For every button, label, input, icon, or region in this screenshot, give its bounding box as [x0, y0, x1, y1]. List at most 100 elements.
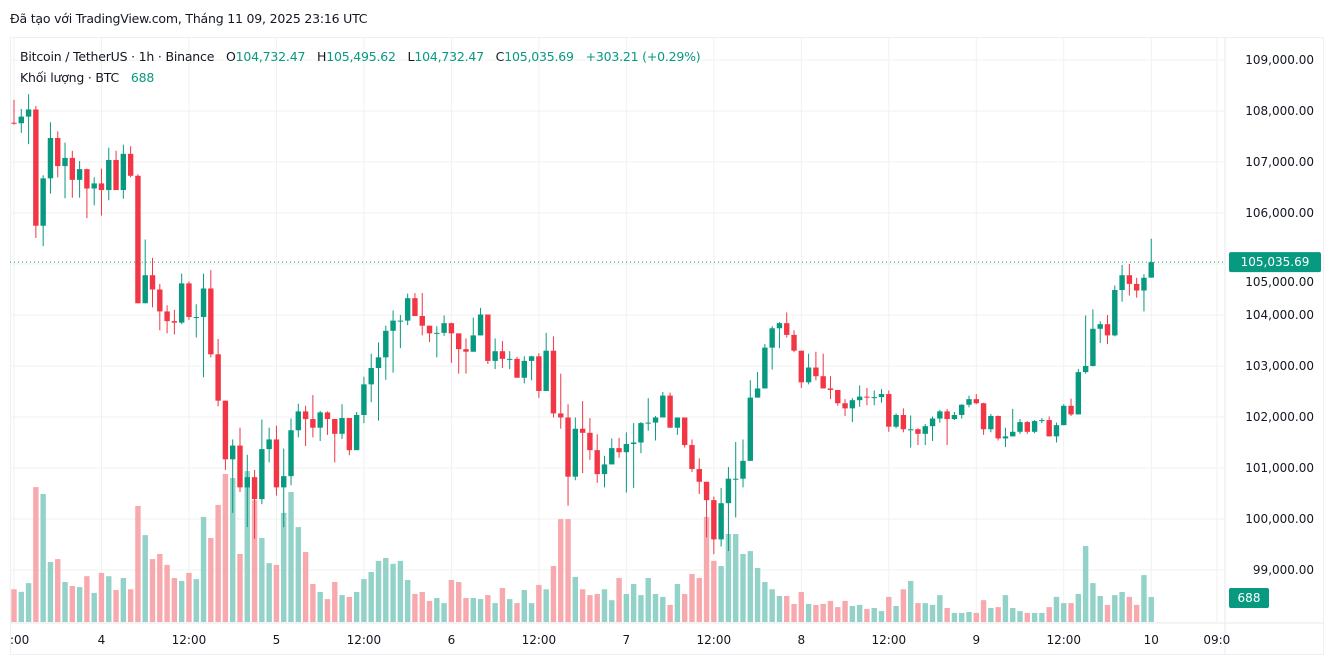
time-tick-label: 6: [448, 633, 456, 647]
volume-bar: [638, 595, 644, 622]
candle-body: [856, 396, 863, 401]
volume-label[interactable]: Khối lượng · BTC: [20, 70, 120, 85]
volume-bar: [332, 582, 338, 622]
candle-body: [579, 428, 586, 433]
volume-bar: [499, 588, 506, 622]
candle-body: [543, 350, 549, 391]
candle-body: [660, 395, 666, 418]
candle-body: [674, 417, 681, 428]
volume-bar: [302, 552, 309, 622]
volume-bar: [740, 554, 746, 622]
candle-body: [40, 178, 46, 226]
candle-body: [404, 298, 411, 321]
candle-body: [718, 503, 724, 540]
volume-bar: [390, 563, 396, 622]
volume-bar: [412, 594, 418, 622]
volume-bar: [784, 596, 790, 622]
volume-bar: [164, 564, 170, 622]
price-axis[interactable]: 109,000.00 108,000.00 107,000.00 106,000.00…: [1245, 53, 1314, 577]
candle-body: [747, 397, 753, 461]
volume-bar: [91, 592, 97, 622]
volume-bar: [550, 566, 557, 622]
volume-bar: [689, 574, 695, 622]
volume-bar: [980, 600, 987, 622]
volume-bar: [827, 600, 834, 622]
volume-bar: [113, 590, 119, 622]
volume-bar: [842, 600, 848, 622]
volume-bar: [215, 504, 221, 622]
candle-body: [849, 400, 856, 409]
volume-bar: [944, 608, 950, 622]
candle-body: [281, 476, 287, 488]
last-price-tag: 105,035.69: [1229, 252, 1321, 273]
candle-body: [820, 376, 826, 389]
candle-body: [623, 444, 630, 453]
time-tick-label: 12:00: [172, 633, 207, 647]
candle-body: [397, 320, 404, 322]
candle-body: [886, 394, 892, 427]
volume-bar: [200, 516, 207, 622]
candle-body: [208, 288, 214, 355]
candle-body: [922, 426, 928, 434]
price-tick-label: 101,000.00: [1245, 461, 1314, 475]
candle-body: [900, 414, 907, 430]
volume-bar: [1075, 594, 1082, 622]
close-value: 105,035.69: [504, 49, 574, 64]
volume-bar: [237, 554, 243, 622]
candle-body: [791, 334, 797, 351]
time-tick-label: 09:0: [1203, 633, 1230, 647]
time-axis[interactable]: :00 4 12:00 5 12:00 6 12:00 7 12:00 8 12:00 9 12:00 1…: [10, 633, 1230, 647]
candle-body: [681, 417, 688, 446]
candle-body: [142, 275, 148, 304]
volume-bar: [295, 527, 302, 622]
volume-bar: [281, 512, 287, 622]
volume-bar: [244, 471, 250, 622]
candle-body: [1068, 405, 1074, 415]
candle-body: [485, 314, 491, 361]
candle-body: [230, 445, 236, 460]
candle-body: [69, 157, 76, 180]
volume-bar: [230, 478, 236, 622]
volume-bar: [1017, 611, 1023, 622]
volume-bar: [1112, 595, 1118, 622]
chart-credit: Đã tạo với TradingView.com, Tháng 11 09,…: [10, 11, 368, 26]
volume-bar: [929, 604, 936, 622]
volume-bar: [1068, 603, 1074, 622]
volume-bar: [33, 487, 39, 622]
volume-bar: [587, 595, 593, 622]
candle-body: [113, 159, 119, 191]
candle-body: [725, 478, 732, 504]
volume-bar: [747, 551, 753, 622]
volume-bar: [106, 576, 112, 622]
candle-body: [601, 464, 608, 475]
volume-bar: [667, 604, 673, 622]
volume-bar: [441, 603, 447, 622]
volume-bar: [120, 578, 127, 622]
price-tick-label: 104,000.00: [1245, 308, 1314, 322]
symbol-title[interactable]: Bitcoin / TetherUS · 1h · Binance: [20, 49, 215, 64]
time-tick-label: 12:00: [872, 633, 907, 647]
candle-body: [784, 323, 790, 335]
volume-bar: [1104, 604, 1111, 622]
candle-body: [346, 418, 353, 451]
candle-body: [200, 288, 207, 318]
candle-body: [244, 477, 250, 488]
candle-body: [980, 403, 987, 430]
candle-body: [988, 415, 994, 430]
volume-bar: [507, 599, 513, 622]
volume-bar: [900, 589, 907, 622]
volume-bar: [463, 598, 469, 622]
volume-bar: [594, 594, 600, 622]
volume-bar: [762, 582, 768, 622]
candle-body: [835, 389, 841, 404]
candle-body: [740, 460, 746, 479]
volume-bar: [259, 538, 265, 622]
candle-body: [1112, 290, 1118, 336]
candle-body: [266, 439, 272, 450]
volume-bar: [47, 562, 54, 622]
volume-bar: [310, 584, 316, 622]
candle-body: [1053, 425, 1060, 437]
candle-body: [609, 448, 615, 465]
volume-bar: [805, 604, 812, 622]
